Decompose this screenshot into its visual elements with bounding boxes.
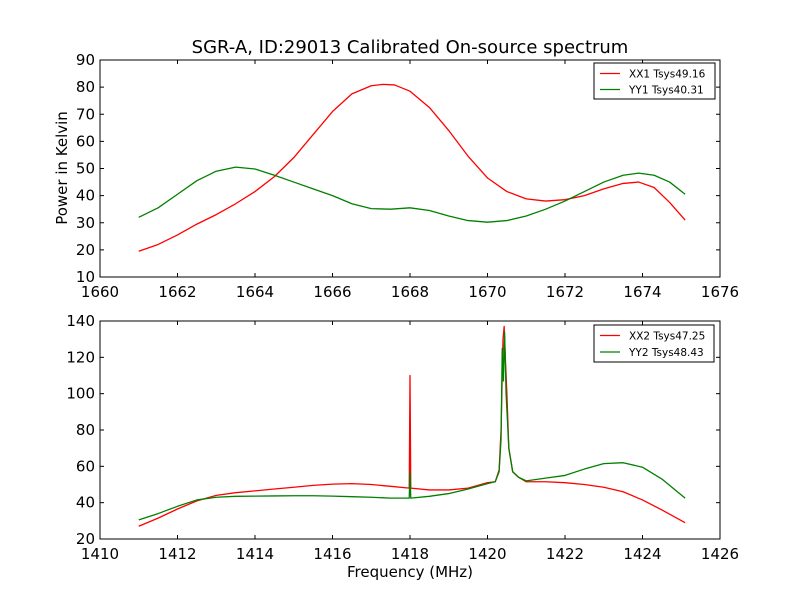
bottom-legend-label-xx2: XX2 Tsys47.25 — [629, 331, 705, 343]
top-legend-label-xx1: XX1 Tsys49.16 — [629, 69, 706, 81]
top-series-line-1 — [138, 166, 686, 223]
bottom-y-tick-label: 40 — [76, 494, 95, 512]
top-y-tick-label: 80 — [76, 78, 95, 96]
top-plot-frame — [99, 59, 721, 278]
top-legend: XX1 Tsys49.16 YY1 Tsys40.31 — [593, 62, 716, 100]
top-y-tick-label: 50 — [76, 160, 95, 178]
bottom-panel: 1410 1412 1414 1416 1418 1420 1422 1424 1426 20 40… — [66, 312, 739, 581]
bottom-x-tick-label: 1418 — [391, 545, 429, 563]
bottom-x-tick-label: 1414 — [236, 545, 274, 563]
bottom-y-tick-label: 80 — [76, 421, 95, 439]
bottom-plot-frame — [99, 320, 721, 540]
top-panel: 1660 1662 1664 1666 1668 1670 1672 1674 1676 10 20… — [53, 51, 739, 301]
top-y-tick-label: 70 — [76, 105, 95, 123]
top-x-tick-label: 1660 — [81, 283, 119, 301]
top-legend-box — [593, 62, 716, 100]
top-x-tick-label: 1676 — [701, 283, 739, 301]
top-x-tick-label: 1672 — [546, 283, 584, 301]
bottom-x-tick-label: 1416 — [313, 545, 351, 563]
top-ticks: 1660 1662 1664 1666 1668 1670 1672 1674 1676 10 20… — [76, 51, 739, 301]
bottom-y-tick-label: 60 — [76, 457, 95, 475]
bottom-y-tick-label: 140 — [66, 312, 95, 330]
top-x-tick-label: 1666 — [313, 283, 351, 301]
bottom-series-line-0 — [138, 325, 686, 527]
top-x-tick-label: 1668 — [391, 283, 429, 301]
top-y-tick-label: 20 — [76, 241, 95, 259]
bottom-y-tick-label: 100 — [66, 385, 95, 403]
top-y-tick-label: 90 — [76, 51, 95, 69]
top-series-line-0 — [138, 83, 686, 252]
bottom-x-tick-label: 1412 — [158, 545, 196, 563]
bottom-x-tick-label: 1420 — [468, 545, 506, 563]
bottom-x-tick-label: 1424 — [623, 545, 661, 563]
bottom-x-tick-label: 1426 — [701, 545, 739, 563]
bottom-y-tick-label: 20 — [76, 530, 95, 548]
top-x-tick-label: 1662 — [158, 283, 196, 301]
chart-title: SGR-A, ID:29013 Calibrated On-source spe… — [192, 37, 629, 58]
bottom-x-tick-label: 1410 — [81, 545, 119, 563]
top-y-tick-label: 60 — [76, 132, 95, 150]
bottom-series — [138, 325, 686, 527]
top-x-tick-label: 1670 — [468, 283, 506, 301]
bottom-x-axis-label: Frequency (MHz) — [347, 563, 473, 581]
bottom-y-tick-label: 120 — [66, 348, 95, 366]
top-y-tick-label: 10 — [76, 268, 95, 286]
bottom-series-line-1 — [138, 331, 686, 521]
bottom-legend-label-yy2: YY2 Tsys48.43 — [628, 347, 704, 359]
bottom-x-tick-label: 1422 — [546, 545, 584, 563]
top-x-tick-label: 1674 — [623, 283, 661, 301]
top-y-axis-label: Power in Kelvin — [53, 111, 71, 225]
bottom-legend-box — [593, 324, 715, 363]
top-legend-label-yy1: YY1 Tsys40.31 — [628, 85, 704, 97]
bottom-legend: XX2 Tsys47.25 YY2 Tsys48.43 — [593, 324, 715, 363]
top-series — [138, 83, 686, 252]
top-y-tick-label: 30 — [76, 214, 95, 232]
top-x-tick-label: 1664 — [236, 283, 274, 301]
top-y-tick-label: 40 — [76, 187, 95, 205]
